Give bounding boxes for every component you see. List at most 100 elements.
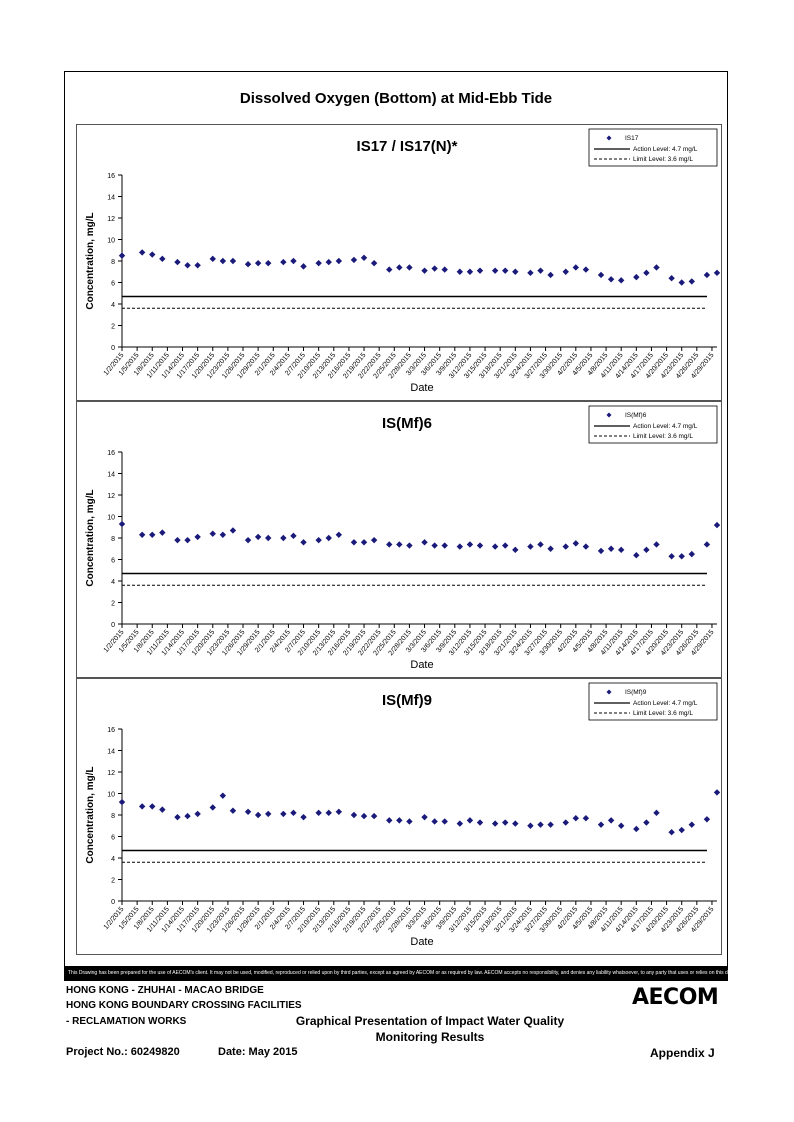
y-tick-label: 10 (107, 238, 115, 245)
data-point (406, 818, 413, 825)
data-point (441, 818, 448, 825)
legend-label-action: Action Level: 4.7 mg/L (633, 146, 698, 153)
data-point (547, 271, 554, 279)
data-point (572, 540, 580, 547)
data-point (300, 263, 307, 270)
y-tick-label: 14 (107, 195, 115, 202)
y-tick-label: 6 (111, 835, 115, 842)
data-point (315, 809, 322, 817)
data-point (441, 542, 448, 549)
chart-panel-is17: IS17 / IS17(N)* 0 2 4 6 8 10 12 14 16 1/2/2015 1/5/… (76, 124, 722, 401)
data-point (527, 543, 534, 550)
data-point (194, 810, 201, 818)
legend-box (588, 682, 718, 721)
data-point (229, 257, 237, 265)
data-point (209, 530, 216, 537)
data-point (159, 255, 166, 263)
aecom-logo: AECOM (632, 985, 719, 1010)
data-point (300, 539, 307, 546)
data-point (350, 539, 358, 546)
data-point (149, 803, 156, 810)
data-point (512, 820, 519, 827)
data-point (370, 259, 378, 267)
data-point (597, 821, 605, 828)
data-point (209, 255, 216, 263)
data-point (537, 267, 544, 274)
project-line-1: HONG KONG - ZHUHAI - MACAO BRIDGE (66, 985, 264, 996)
data-point (431, 818, 438, 825)
data-point (118, 798, 126, 806)
y-axis-label: Concentration, mg/L (85, 212, 96, 309)
data-point (184, 536, 191, 544)
y-tick-label: 12 (107, 770, 115, 777)
data-point (607, 817, 615, 824)
data-point (138, 249, 146, 256)
data-point (562, 543, 569, 550)
y-tick-label: 0 (111, 345, 115, 352)
data-point (174, 258, 181, 266)
data-point (386, 541, 393, 548)
data-point (643, 269, 650, 277)
data-point (254, 259, 262, 267)
y-tick-label: 12 (107, 493, 115, 500)
y-tick-label: 14 (107, 472, 115, 479)
legend-marker-icon (606, 135, 612, 141)
data-point (219, 531, 227, 538)
data-point (466, 541, 474, 548)
legend-box (588, 405, 718, 444)
y-tick-label: 2 (111, 324, 115, 331)
data-point (219, 257, 227, 265)
y-tick-label: 0 (111, 899, 115, 906)
data-point (335, 257, 343, 265)
data-point (466, 817, 474, 824)
legend-label-limit: Limit Level: 3.6 mg/L (633, 710, 693, 717)
legend-marker-icon (606, 412, 612, 418)
project-line-2: HONG KONG BOUNDARY CROSSING FACILITIES (66, 1000, 302, 1011)
data-point (547, 821, 554, 828)
y-tick-label: 16 (107, 173, 115, 180)
data-point (315, 536, 322, 544)
y-tick-label: 10 (107, 792, 115, 799)
data-point (290, 257, 297, 265)
legend-label-series: IS(Mf)9 (625, 689, 647, 696)
y-tick-label: 16 (107, 727, 115, 734)
data-point (572, 815, 580, 822)
data-point (194, 262, 201, 269)
data-point (491, 543, 499, 550)
data-point (406, 264, 413, 271)
data-point (582, 815, 590, 822)
data-point (421, 267, 428, 274)
data-point (527, 822, 534, 829)
data-point (174, 536, 181, 544)
legend-label-limit: Limit Level: 3.6 mg/L (633, 433, 693, 440)
data-point (254, 533, 262, 541)
data-point (653, 264, 660, 271)
data-point (668, 829, 675, 836)
data-point (118, 252, 126, 259)
data-point (456, 543, 464, 550)
data-point (633, 552, 640, 559)
legend-label-limit: Limit Level: 3.6 mg/L (633, 156, 693, 163)
data-point (633, 273, 640, 281)
data-point (597, 547, 605, 555)
caption-line-1: Graphical Presentation of Impact Water Q… (295, 1014, 565, 1028)
y-tick-label: 6 (111, 281, 115, 288)
data-point (547, 545, 554, 552)
data-point (502, 819, 509, 826)
data-point (265, 259, 272, 267)
data-point (617, 822, 625, 829)
data-point (118, 520, 126, 528)
data-point (335, 808, 343, 815)
data-point (280, 810, 287, 818)
x-axis-label: Date (410, 936, 433, 948)
chart-title: IS(Mf)6 (382, 415, 432, 432)
y-tick-label: 16 (107, 450, 115, 457)
data-point (325, 534, 332, 542)
data-point (643, 546, 650, 554)
chart-ismf6: IS(Mf)602468101214161/2/20151/5/20151/8/… (85, 405, 721, 671)
report-date: Date: May 2015 (218, 1046, 298, 1058)
chart-is17: IS17 / IS17(N)*02468101214161/2/20151/5/… (85, 128, 721, 394)
data-point (265, 534, 272, 542)
y-tick-label: 10 (107, 515, 115, 522)
data-point (582, 543, 590, 550)
